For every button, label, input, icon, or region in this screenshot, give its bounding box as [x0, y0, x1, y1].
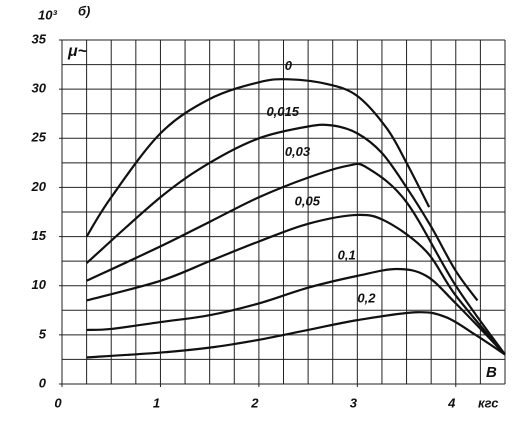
curve-label: 0,03 [285, 144, 311, 159]
y-tick-label: 5 [39, 326, 47, 341]
curve-label: 0,05 [295, 193, 321, 208]
x-tick-label: 1 [153, 395, 160, 410]
y-multiplier: 10³ [38, 7, 57, 22]
y-tick-label: 15 [32, 228, 47, 243]
y-tick-label: 30 [32, 81, 47, 96]
curve [86, 213, 506, 356]
y-tick-label: 10 [32, 277, 47, 292]
curve [86, 267, 506, 356]
curve-label: 0,1 [338, 247, 356, 262]
y-tick-label: 25 [31, 130, 47, 145]
annotation: б) [78, 3, 90, 18]
y-axis-label: μ~ [67, 43, 88, 60]
x-axis-label: B [486, 364, 497, 381]
curve-label: 0,015 [266, 104, 299, 119]
x-tick-label: 0 [54, 395, 62, 410]
y-tick-label: 0 [39, 375, 47, 390]
x-tick-label: 4 [447, 395, 456, 410]
y-tick-label: 20 [31, 179, 47, 194]
curve [85, 123, 479, 302]
curve [86, 311, 506, 359]
curve [86, 162, 506, 356]
curve [85, 78, 431, 238]
y-tick-label: 35 [32, 31, 47, 46]
curve-label: 0,2 [357, 291, 376, 306]
x-tick-label: 3 [350, 395, 358, 410]
x-tick-label: 2 [250, 395, 259, 410]
x-unit: кгс [478, 395, 499, 410]
curve-label: 0 [285, 58, 293, 73]
